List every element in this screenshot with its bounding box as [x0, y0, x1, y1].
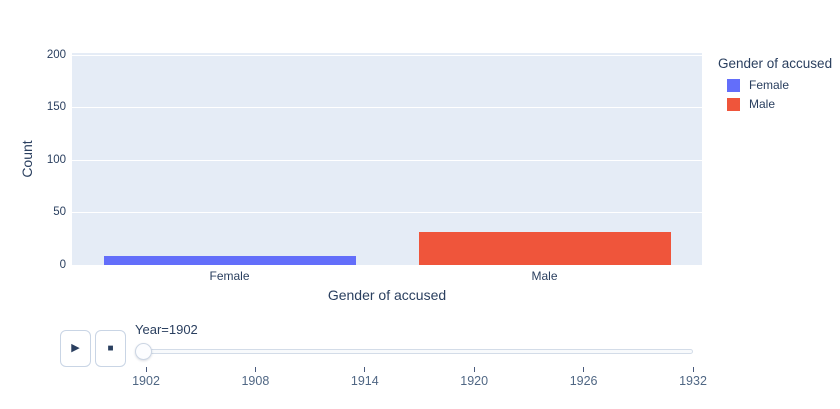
gridline	[72, 159, 702, 161]
play-button[interactable]: ▶	[60, 330, 91, 367]
slider-tick-label[interactable]: 1932	[679, 374, 707, 388]
slider-tick-label[interactable]: 1902	[132, 374, 160, 388]
legend-item-female[interactable]: Female	[727, 78, 832, 92]
bar-male[interactable]	[418, 232, 671, 265]
gridline	[72, 54, 702, 56]
x-axis-tick-labels: Female Male	[72, 269, 702, 284]
legend-item-label: Female	[749, 78, 790, 92]
legend-title: Gender of accused	[718, 56, 833, 71]
legend-swatch-icon	[727, 97, 740, 111]
x-tick-label: Male	[531, 269, 558, 283]
y-tick-label: 0	[59, 258, 66, 271]
x-axis-title: Gender of accused	[327, 287, 447, 303]
stop-icon: ■	[107, 342, 114, 354]
slider-track[interactable]	[146, 349, 693, 354]
slider-tick-mark[interactable]	[473, 367, 475, 372]
slider-current-value: Year=1902	[135, 322, 198, 337]
legend: Gender of accused Female Male	[718, 56, 832, 116]
slider-tick-mark[interactable]	[254, 367, 256, 372]
slider-tick-mark[interactable]	[692, 367, 694, 372]
legend-items: Female Male	[718, 78, 832, 111]
stop-button[interactable]: ■	[95, 330, 126, 367]
legend-swatch-icon	[727, 78, 740, 92]
y-tick-label: 100	[46, 153, 66, 166]
slider-tick-mark[interactable]	[145, 367, 147, 372]
play-icon: ▶	[71, 342, 80, 354]
legend-item-label: Male	[749, 97, 776, 111]
slider-handle[interactable]	[135, 343, 152, 360]
y-tick-label: 200	[46, 48, 66, 61]
slider-tick-label[interactable]: 1926	[569, 374, 598, 388]
y-axis-tick-labels: 0 50 100 150 200	[0, 49, 66, 271]
slider-tick-mark[interactable]	[583, 367, 585, 372]
y-tick-label: 150	[46, 101, 66, 114]
bar-female[interactable]	[103, 255, 356, 265]
plot-area	[72, 53, 702, 265]
x-tick-label: Female	[209, 269, 250, 283]
slider-tick-label[interactable]: 1920	[460, 374, 489, 388]
gridline	[72, 212, 702, 214]
slider-tick-mark[interactable]	[364, 367, 366, 372]
slider-tick-label[interactable]: 1908	[241, 374, 270, 388]
legend-item-male[interactable]: Male	[727, 97, 832, 111]
y-tick-label: 50	[53, 206, 66, 219]
gridline	[72, 107, 702, 109]
slider-tick-label[interactable]: 1914	[350, 374, 379, 388]
